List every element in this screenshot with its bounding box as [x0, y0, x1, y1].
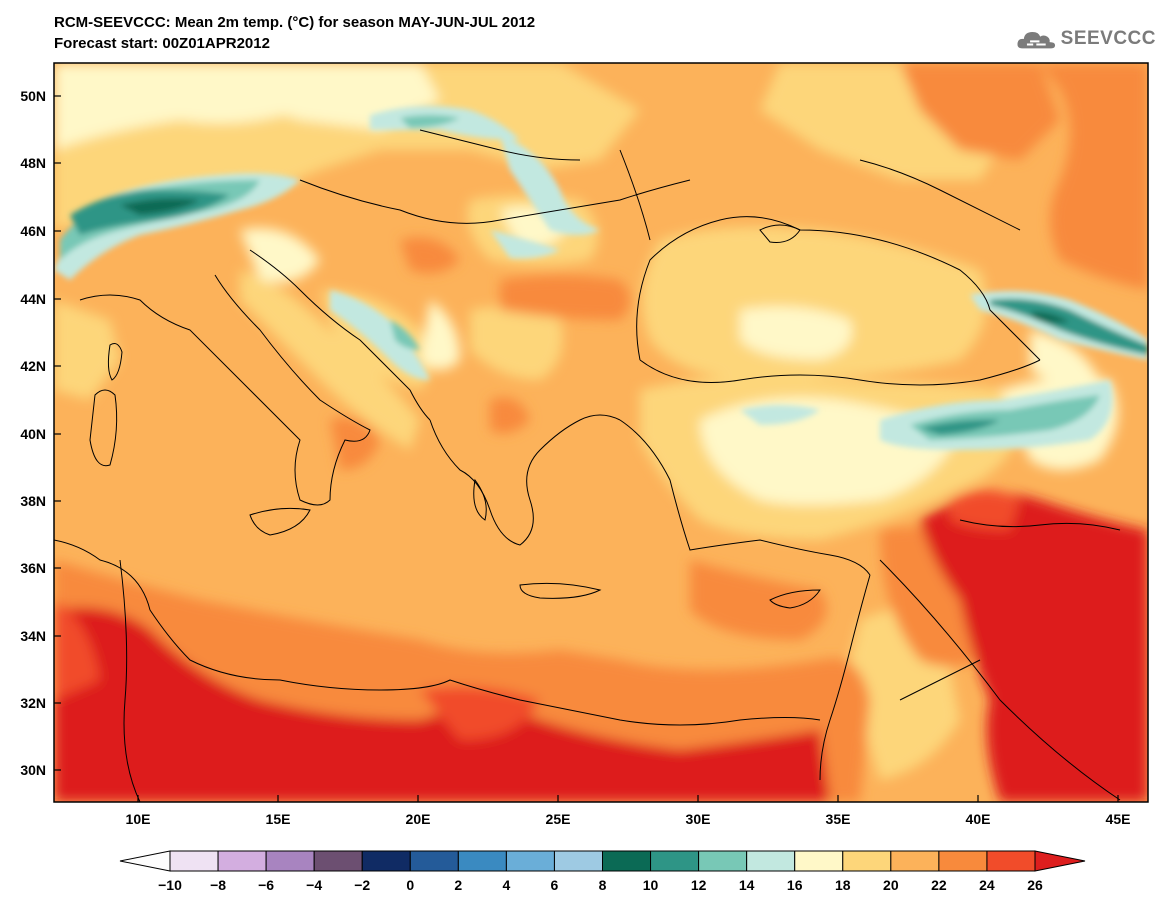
map-title: RCM-SEEVCCC: Mean 2m temp. (°C) for seas… — [54, 12, 535, 54]
lat-label: 42N — [20, 358, 46, 374]
colorbar-label: −8 — [210, 877, 226, 893]
lon-label: 20E — [406, 811, 431, 827]
colorbar-label: −2 — [354, 877, 370, 893]
cloud-logo-icon — [1017, 31, 1056, 49]
title-line-2: Forecast start: 00Z01APR2012 — [54, 35, 270, 52]
lon-label: 25E — [546, 811, 571, 827]
colorbar-swatch — [169, 850, 219, 872]
colorbar-swatch — [553, 850, 604, 872]
colorbar-label: 26 — [1027, 877, 1043, 893]
colorbar-swatch — [602, 850, 652, 872]
colorbar-label: 6 — [551, 877, 559, 893]
lon-label: 15E — [266, 811, 291, 827]
colorbar-label: 8 — [599, 877, 607, 893]
lat-label: 46N — [20, 223, 46, 239]
colorbar-label: 0 — [406, 877, 414, 893]
lat-label: 44N — [20, 291, 46, 307]
colorbar-label: 14 — [739, 877, 755, 893]
lat-label: 38N — [20, 493, 46, 509]
colorbar-swatch — [650, 850, 700, 872]
title-line-1: RCM-SEEVCCC: Mean 2m temp. (°C) for seas… — [54, 14, 536, 31]
colorbar-label: 12 — [691, 877, 707, 893]
colorbar-label: 16 — [787, 877, 803, 893]
lon-label: 35E — [826, 811, 851, 827]
lat-label: 30N — [20, 762, 46, 778]
lat-label: 40N — [20, 426, 46, 442]
colorbar-swatch — [361, 850, 411, 872]
coastlines — [54, 129, 1121, 802]
colorbar-swatch — [842, 850, 892, 872]
colorbar-swatch — [698, 850, 748, 872]
colorbar-swatch — [746, 850, 796, 872]
seevccc-logo: SEEVCCC — [1016, 22, 1156, 56]
colorbar-swatch — [217, 850, 267, 872]
lon-label: 45E — [1106, 811, 1131, 827]
map-frame — [53, 62, 1149, 803]
temperature-field — [54, 63, 1148, 802]
colorbar-swatch — [265, 850, 315, 872]
lon-label: 40E — [966, 811, 991, 827]
colorbar: −10 −8 −6 −4 −2 0 2 4 6 8 10 12 14 16 18 20 22 24 26 — [119, 850, 1086, 893]
logo-text: SEEVCCC — [1060, 28, 1156, 49]
colorbar-swatch — [505, 850, 555, 872]
colorbar-label: 18 — [835, 877, 851, 893]
lat-label: 48N — [20, 155, 46, 171]
colorbar-label: 10 — [643, 877, 659, 893]
colorbar-label: 24 — [979, 877, 995, 893]
colorbar-label: −6 — [258, 877, 274, 893]
longitude-labels: 10E 15E 20E 25E 30E 35E 40E 45E — [126, 811, 1131, 827]
colorbar-label: −10 — [158, 877, 182, 893]
lat-label: 36N — [20, 560, 46, 576]
lon-label: 10E — [126, 811, 151, 827]
colorbar-label: 4 — [502, 877, 510, 893]
colorbar-label: 20 — [883, 877, 899, 893]
colorbar-label: 2 — [454, 877, 462, 893]
colorbar-label: 22 — [931, 877, 947, 893]
lat-label: 50N — [20, 88, 46, 104]
colorbar-swatch — [986, 850, 1036, 872]
colorbar-label: −4 — [306, 877, 322, 893]
colorbar-swatch — [313, 850, 363, 872]
colorbar-swatch — [457, 850, 507, 872]
colorbar-swatch — [938, 850, 988, 872]
lon-label: 30E — [686, 811, 711, 827]
axis-ticks — [54, 95, 1119, 802]
colorbar-swatch — [794, 850, 844, 872]
lat-label: 32N — [20, 695, 46, 711]
latitude-labels: 50N 48N 46N 44N 42N 40N 38N 36N 34N 32N … — [20, 88, 46, 778]
colorbar-low-arrow — [119, 850, 171, 872]
lat-label: 34N — [20, 628, 46, 644]
colorbar-high-arrow — [1034, 850, 1086, 872]
colorbar-swatch — [890, 850, 940, 872]
colorbar-swatch — [409, 850, 459, 872]
